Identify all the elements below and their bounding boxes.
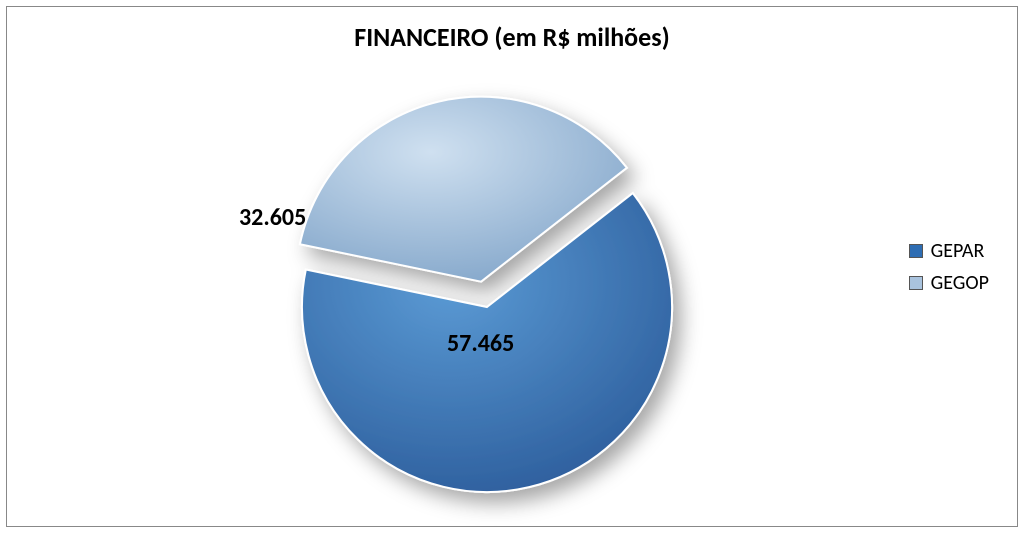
- legend-item-gepar: GEPAR: [909, 239, 989, 263]
- legend-label-gegop: GEGOP: [931, 271, 989, 295]
- legend-swatch-gepar: [909, 244, 923, 258]
- data-label-gegop: 32.605: [239, 203, 306, 232]
- legend: GEPAR GEGOP: [909, 231, 989, 303]
- legend-swatch-gegop: [909, 276, 923, 290]
- legend-label-gepar: GEPAR: [931, 239, 985, 263]
- pie-svg: [7, 7, 1019, 528]
- pie-chart: [7, 7, 1019, 533]
- chart-frame: FINANCEIRO (em R$ milhões) 57.465 32.605: [6, 6, 1018, 527]
- legend-item-gegop: GEGOP: [909, 271, 989, 295]
- data-label-gepar: 57.465: [447, 329, 514, 358]
